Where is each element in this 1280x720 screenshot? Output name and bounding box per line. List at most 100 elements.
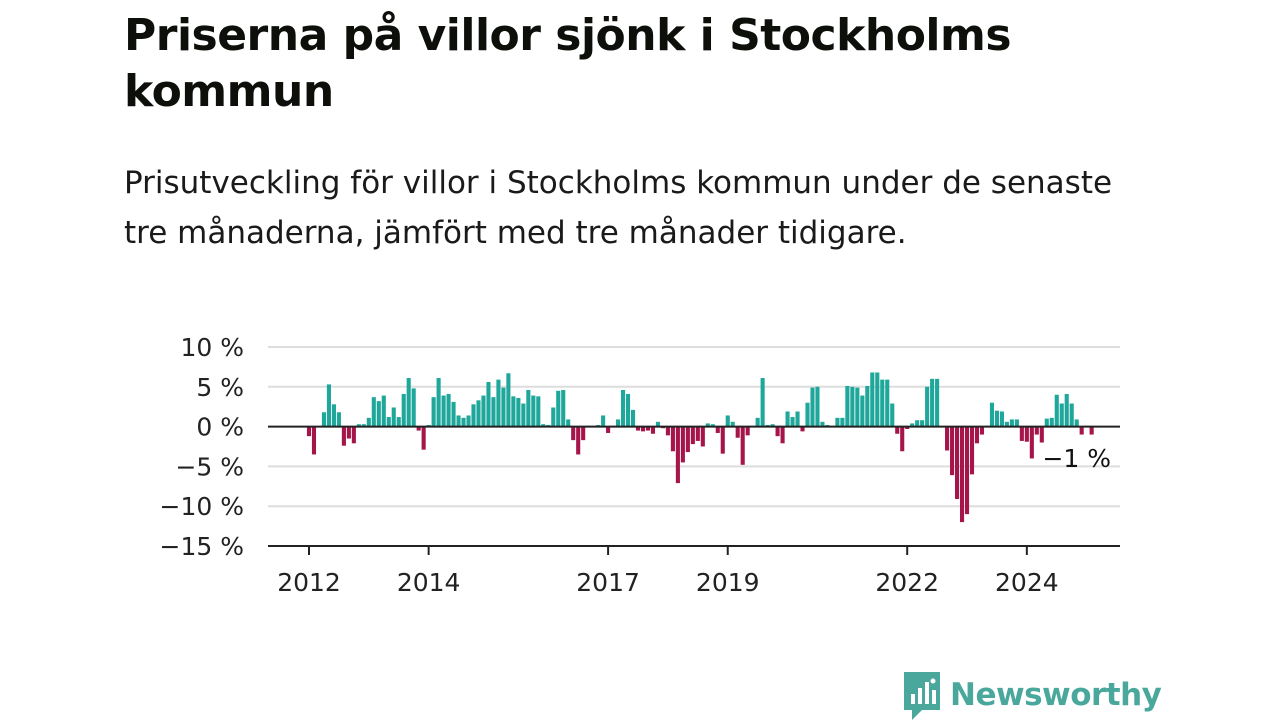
bar [421,426,426,450]
bar [461,417,466,427]
bar [959,426,965,523]
bar [925,386,930,427]
bar [431,397,436,427]
bar [625,393,631,427]
bar [486,382,491,427]
bar [386,417,391,427]
bar [361,424,366,427]
bar [476,400,481,427]
bar [451,401,456,427]
bar [581,426,586,441]
bar [964,426,970,515]
bar [1069,403,1074,427]
bar [875,372,880,427]
bar-chart: 10 % 5 % 0 % −5 % −10 % −15 % 2012 2014 2017 2019… [160,333,1120,597]
bar [680,426,685,463]
bar [371,397,376,427]
bar [376,401,381,427]
bar [601,415,606,427]
bar [1089,426,1094,435]
bar [775,426,780,437]
bar [321,412,326,427]
bar [900,426,905,452]
bar [336,412,341,427]
bar [306,426,312,437]
bar [526,389,531,427]
bar [441,395,446,427]
bar [840,417,845,427]
bar [890,403,895,427]
y-tick-label: 10 % [180,333,244,362]
bar [945,426,950,451]
bar [915,420,920,427]
bar [740,426,745,465]
bar [974,426,980,444]
bar [506,373,511,427]
bar [820,421,825,427]
bar [969,426,975,475]
bar [501,387,506,427]
bar [446,393,451,427]
bar [635,426,641,431]
axes: 10 % 5 % 0 % −5 % −10 % −15 % 2012 2014 2017 2019… [160,333,1120,597]
bar [810,387,815,427]
bar [685,426,690,453]
y-tick-label: 5 % [196,373,244,402]
bar [346,426,351,439]
bars [306,372,1094,523]
bar [845,386,850,427]
bar [1064,393,1069,427]
bar [755,417,760,427]
bar [910,423,915,427]
bar [396,417,401,427]
bar [606,426,611,433]
bar [705,423,710,427]
bar [855,387,860,427]
bar [675,426,680,484]
newsworthy-chart-icon [904,672,940,720]
bar [930,378,935,427]
bar [735,426,740,438]
bar [1054,394,1059,427]
bar [416,426,421,431]
bar [710,424,715,427]
bar [905,426,910,429]
bar [551,407,556,427]
bar [471,404,476,427]
chart-title: Priserna på villor sjönk i Stockholms ko… [124,10,1012,117]
bar [411,388,416,427]
x-tick-label: 2014 [397,568,461,597]
bar [541,424,546,427]
x-tick-label: 2024 [995,568,1059,597]
bar [835,417,840,427]
bar [466,415,471,427]
bar [880,379,885,427]
newsworthy-logo: Newsworthy [902,670,1162,720]
bar [391,407,396,427]
bar [865,386,870,427]
bar [870,372,875,427]
bar [366,417,371,427]
bar [760,378,765,427]
chart-subtitle: Prisutveckling för villor i Stockholms k… [124,165,1113,251]
bar [790,417,795,427]
bar [1024,426,1029,442]
bar [311,426,317,455]
y-tick-label: −15 % [160,532,244,561]
bar [341,426,346,446]
bar [700,426,705,447]
bar [536,396,541,427]
bar [979,426,985,435]
bar [640,426,646,432]
bar [630,409,636,427]
bar [616,419,621,427]
bar [326,384,331,427]
bar [645,426,651,431]
bar [1029,426,1034,459]
bar [860,395,865,427]
bar [800,426,805,432]
bar [670,426,675,452]
bar [805,402,810,427]
bar [556,390,561,427]
bar [576,426,581,455]
